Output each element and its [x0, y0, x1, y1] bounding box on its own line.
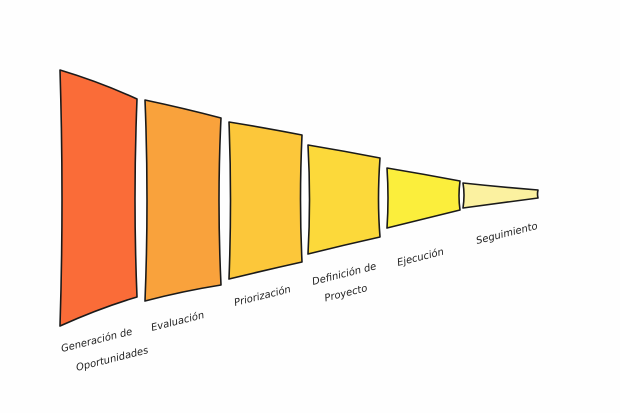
stage-shape	[59, 69, 138, 327]
stage-shape	[228, 121, 303, 280]
stage-shape	[386, 167, 461, 229]
stage-shape	[307, 144, 381, 255]
stage-shape	[144, 99, 222, 302]
stage-shape	[462, 182, 539, 209]
